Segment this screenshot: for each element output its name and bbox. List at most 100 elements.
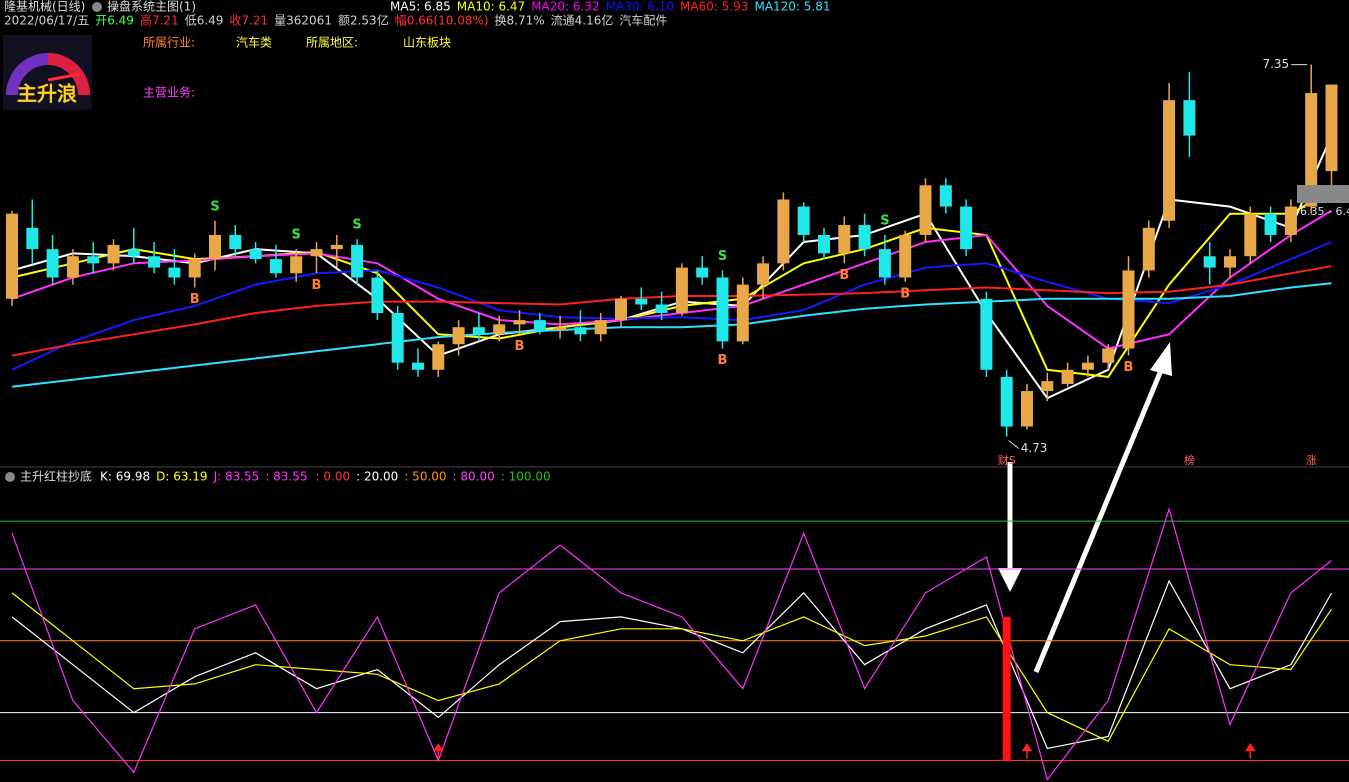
legend-label: : 83.55 — [265, 470, 307, 484]
high-annotation: 7.35 — [1262, 57, 1289, 71]
candle-body — [371, 277, 384, 313]
candle-body — [899, 234, 912, 278]
signal-marker: S — [718, 249, 727, 264]
candle-body — [432, 344, 445, 370]
candle-body — [493, 324, 506, 335]
candle-body — [1021, 391, 1033, 427]
header-text: 高7.21 — [140, 13, 179, 28]
header-text: 换8.71% — [495, 14, 545, 28]
header-text: 收7.21 — [229, 14, 268, 28]
signal-marker: S — [292, 228, 301, 243]
indicator-title: 主升红柱抄底 — [20, 469, 92, 484]
signal-marker: B — [839, 268, 849, 283]
candle-body — [858, 225, 871, 250]
chart-title: 隆基机械(日线) — [4, 0, 85, 14]
candle-body — [1264, 213, 1277, 235]
annotation-arrow — [998, 342, 1172, 673]
header-text: 流通4.16亿 — [551, 13, 614, 28]
header-text: 低6.49 — [185, 14, 224, 28]
event-tag: 涨 — [1306, 454, 1317, 467]
header-text: MA20: 6.32 — [531, 0, 599, 14]
price-tag: 6.35 - 6.4 — [1300, 205, 1349, 218]
candle-body — [1244, 213, 1257, 257]
legend-label: : 80.00 — [453, 470, 495, 484]
candle-body — [1325, 84, 1338, 172]
signal-bar — [1002, 616, 1011, 761]
indicator-line — [11, 592, 1332, 743]
candle-body — [412, 362, 424, 370]
candle-body — [1305, 93, 1318, 207]
candle-body — [635, 298, 648, 305]
info-label: 主营业务: — [143, 85, 195, 100]
candle-body — [1081, 362, 1094, 370]
candle-body — [1041, 381, 1054, 392]
header-text: 汽车配件 — [619, 13, 667, 28]
candle-body — [229, 234, 242, 250]
annotation-line — [1008, 440, 1020, 449]
header-text: 额2.53亿 — [338, 13, 389, 28]
candle-body — [269, 259, 282, 274]
candle-body — [188, 259, 201, 278]
legend-label: : 20.00 — [356, 470, 398, 484]
header-text: 开6.49 — [95, 14, 134, 28]
candle-body — [1000, 376, 1013, 427]
legend-label: J: 83.55 — [213, 470, 260, 484]
candle-body — [655, 304, 668, 313]
buy-arrow — [1021, 743, 1033, 759]
signal-marker: B — [1124, 360, 1134, 375]
signal-marker: B — [312, 278, 322, 293]
candle-body — [736, 284, 749, 342]
candle-body — [107, 244, 120, 264]
info-label: 所属行业: — [143, 36, 195, 50]
candle-body — [939, 185, 952, 207]
menu-icon[interactable] — [5, 472, 15, 482]
buy-arrow — [432, 743, 444, 759]
candle-body — [249, 249, 262, 260]
candle-body — [330, 244, 343, 250]
logo-text: 主升浪 — [17, 82, 77, 106]
candle-body — [1142, 227, 1155, 271]
candle-body — [148, 256, 161, 268]
info-label: 所属地区: — [306, 36, 358, 50]
candle-body — [168, 267, 181, 278]
candle-body — [310, 249, 323, 257]
candle-body — [391, 313, 404, 363]
candle-body — [1102, 348, 1115, 363]
info-value: 汽车类 — [236, 35, 272, 50]
candle-body — [472, 327, 485, 335]
header-text: MA30: 6.10 — [606, 0, 674, 14]
legend-label: K: 69.98 — [100, 470, 150, 484]
low-annotation: 4.73 — [1021, 441, 1048, 455]
event-tag: 榜 — [1184, 453, 1195, 467]
logo: 主升浪 — [3, 35, 92, 110]
candle-body — [6, 213, 18, 299]
candle-body — [574, 327, 587, 335]
candle-body — [452, 327, 465, 345]
signal-marker: B — [515, 339, 525, 354]
header-text: 量362061 — [274, 14, 332, 28]
candle-body — [1203, 256, 1216, 268]
candle-body — [716, 277, 729, 342]
candle-body — [615, 298, 627, 321]
candle-body — [290, 256, 303, 274]
candle-body — [777, 199, 790, 264]
candle-body — [675, 267, 688, 313]
signal-marker: B — [900, 286, 910, 301]
candle-body — [209, 234, 221, 260]
candle-body — [1284, 206, 1297, 235]
menu-icon[interactable] — [92, 2, 102, 12]
info-value: 山东板块 — [403, 36, 451, 50]
buy-arrow — [1244, 743, 1256, 759]
candle-body — [980, 298, 993, 370]
candle-body — [351, 244, 364, 278]
signal-marker: S — [352, 218, 361, 233]
candle-body — [696, 267, 709, 278]
signal-marker: S — [210, 199, 219, 214]
signal-marker: B — [718, 353, 728, 368]
candle-body — [1061, 369, 1074, 384]
header-text: 2022/06/17/五 — [4, 14, 89, 28]
candle-body — [838, 225, 851, 254]
signal-marker: S — [880, 213, 889, 228]
